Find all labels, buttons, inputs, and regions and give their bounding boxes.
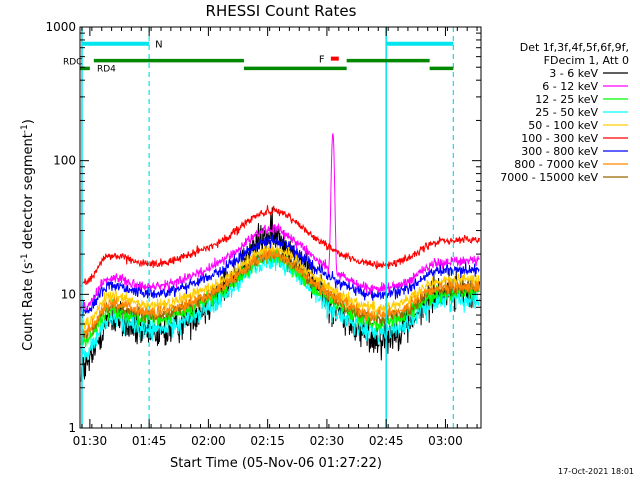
legend-label: 25 - 50 keV: [535, 106, 598, 119]
y-tick-label: 1000: [45, 20, 76, 34]
legend-label: 6 - 12 keV: [542, 80, 598, 93]
y-tick-label: 100: [53, 154, 76, 168]
plot-area: N F RDC RD4: [63, 27, 480, 428]
chart-title: RHESSI Count Rates: [206, 2, 357, 20]
y-tick-label: 10: [61, 287, 76, 301]
x-tick-label: 01:30: [73, 434, 108, 448]
legend-label: 300 - 800 keV: [521, 145, 598, 158]
legend-label: 800 - 7000 keV: [514, 158, 598, 171]
y-axis-label: Count Rate (s-1 detector segment-1): [20, 119, 36, 351]
plot-frame: [79, 26, 482, 429]
x-tick-label: 02:15: [250, 434, 285, 448]
night-label: N: [155, 40, 162, 51]
x-tick-label: 02:30: [310, 434, 345, 448]
series-line-800-7000-kev: [80, 248, 480, 338]
series-line-300-800-kev: [80, 234, 480, 319]
series-line-6-12-kev: [80, 133, 480, 312]
y-label-text: ): [21, 119, 36, 124]
y-label-text: detector segment: [21, 133, 36, 253]
legend-header: Det 1f,3f,4f,5f,6f,9f,: [520, 41, 629, 54]
flare-label: F: [319, 55, 325, 66]
legend-label: 12 - 25 keV: [535, 93, 598, 106]
series-line-100-300-kev: [80, 205, 480, 289]
series-line-50-100-kev: [80, 242, 480, 330]
x-axis-label: Start Time (05-Nov-06 01:27:22): [170, 456, 382, 471]
x-tick-label: 01:45: [132, 434, 167, 448]
axes: 1 10 100 1000 01:30 01:45 02:00 02:15 02:30 02:45…: [45, 20, 482, 448]
legend-label: 7000 - 15000 keV: [500, 171, 598, 184]
y-label-exponent: -1: [20, 253, 30, 262]
x-tick-label: 03:00: [428, 434, 463, 448]
legend-label: 100 - 300 keV: [521, 132, 598, 145]
rd4-label: RD4: [97, 64, 116, 74]
legend-label: 50 - 100 keV: [528, 119, 598, 132]
x-tick-label: 02:00: [191, 434, 226, 448]
y-label-text: Count Rate (s: [21, 262, 36, 351]
y-label-exponent: -1: [20, 124, 30, 133]
legend-header: FDecim 1, Att 0: [544, 54, 629, 67]
y-tick-label: 1: [68, 421, 76, 435]
x-tick-label: 02:45: [369, 434, 404, 448]
legend-label: 3 - 6 keV: [549, 67, 598, 80]
rdc-label: RDC: [63, 58, 82, 68]
footer-timestamp: 17-Oct-2021 18:01: [558, 467, 634, 476]
legend: Det 1f,3f,4f,5f,6f,9f,FDecim 1, Att 03 -…: [500, 41, 629, 184]
